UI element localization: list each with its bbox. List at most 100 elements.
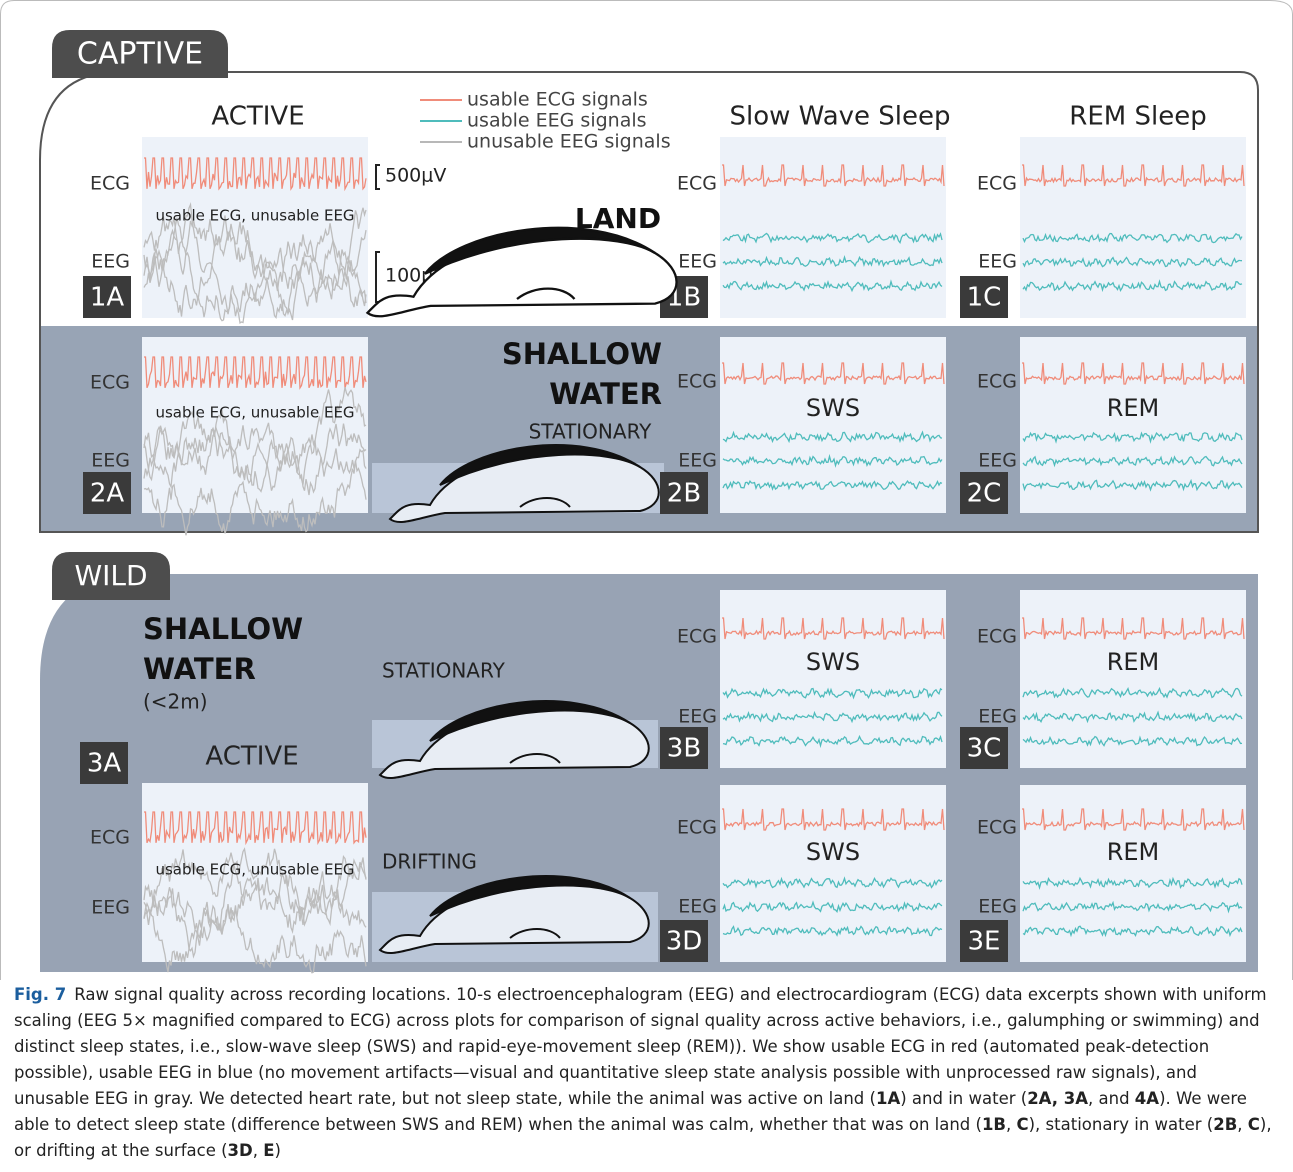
panel-id: 3D <box>666 927 703 957</box>
signal-trace <box>1022 431 1243 444</box>
channel-label: EEG <box>91 897 130 919</box>
seal-part <box>424 226 656 275</box>
signal-trace <box>1022 478 1243 492</box>
panel-note: usable ECG, unusable EEG <box>155 861 354 879</box>
tab <box>52 552 170 600</box>
signal-trace <box>722 479 943 491</box>
signal-trace <box>722 734 943 749</box>
caption-text: 1A <box>875 1089 901 1108</box>
channel-label: EEG <box>678 896 717 918</box>
signal-trace <box>722 362 945 385</box>
caption-text: 3D <box>227 1141 253 1160</box>
signal-trace <box>1022 164 1245 187</box>
figure: CAPTIVE WILD ACTIVE Slow Wave Sleep REM … <box>0 0 1293 980</box>
caption-text: ) and in water ( <box>900 1089 1028 1108</box>
signal-trace <box>144 157 367 192</box>
state-label: STATIONARY <box>529 420 653 444</box>
seal <box>378 700 650 779</box>
signal-trace <box>143 858 367 973</box>
caption-text: 1B <box>981 1115 1007 1134</box>
caption-text: , <box>1237 1115 1248 1134</box>
signal-trace <box>1022 808 1245 831</box>
seal-part <box>516 287 576 300</box>
signal-panel <box>720 337 946 513</box>
signal-trace <box>722 279 943 293</box>
legend-label: usable ECG signals <box>467 89 648 111</box>
signal-trace <box>1022 256 1243 268</box>
state-label: DRIFTING <box>382 850 477 874</box>
column-title: Slow Wave Sleep <box>729 102 950 132</box>
channel-label: EEG <box>978 251 1017 273</box>
signal-panel <box>1020 590 1246 768</box>
signal-trace <box>1022 617 1245 640</box>
seal-part <box>429 875 631 917</box>
signal-panel <box>142 137 368 318</box>
seal <box>388 444 660 523</box>
seal-part <box>519 497 571 508</box>
signal-trace <box>143 207 367 289</box>
signal-trace <box>1022 686 1243 699</box>
signal-panel <box>1020 137 1246 318</box>
channel-label: ECG <box>90 827 130 849</box>
caption-text: , <box>252 1141 264 1160</box>
signal-trace <box>722 453 943 468</box>
channel-label: EEG <box>678 450 717 472</box>
frame <box>0 0 1293 980</box>
panel-id: 1A <box>90 283 125 313</box>
caption-text: , <box>1006 1115 1017 1134</box>
signal-trace <box>143 888 367 974</box>
tab <box>52 30 228 78</box>
signal-trace <box>722 808 945 831</box>
panel-id: 3C <box>967 734 1002 764</box>
location-label: SHALLOW <box>143 612 303 646</box>
signal-panel <box>142 337 368 513</box>
signal-trace <box>722 254 943 268</box>
panel-id-box <box>83 472 131 514</box>
panel-id-box <box>960 920 1008 962</box>
signal-trace <box>1022 362 1245 385</box>
panel-id-box <box>660 727 708 769</box>
signal-trace <box>722 925 943 937</box>
panel-id: 1C <box>967 283 1002 313</box>
panel-id: 2C <box>967 479 1002 509</box>
caption-text: 4A <box>1134 1089 1160 1108</box>
caption-text: C <box>1016 1115 1029 1134</box>
channel-label: ECG <box>677 817 717 839</box>
caption-text: ), stationary in water ( <box>1028 1115 1214 1134</box>
seal-part <box>439 444 641 486</box>
channel-label: EEG <box>678 706 717 728</box>
channel-label: ECG <box>90 173 130 195</box>
signal-trace <box>722 687 943 700</box>
column-title: ACTIVE <box>211 102 304 132</box>
signal-trace <box>722 617 945 640</box>
legend-label: unusable EEG signals <box>467 131 671 153</box>
seal-part <box>509 753 561 764</box>
panel-note: SWS <box>806 838 860 866</box>
panel-id: 3E <box>968 927 1001 957</box>
caption-text: 2B <box>1213 1115 1238 1134</box>
panel-id-box <box>960 727 1008 769</box>
signal-trace <box>143 847 367 942</box>
panel-id: 3A <box>87 749 122 779</box>
caption-text: C <box>1247 1115 1260 1134</box>
signal-trace <box>143 248 367 324</box>
signal-trace <box>1022 710 1243 724</box>
channel-label: EEG <box>91 251 130 273</box>
signal-trace <box>143 410 367 496</box>
panel-note: SWS <box>806 394 860 422</box>
channel-label: EEG <box>978 450 1017 472</box>
signal-panel <box>1020 785 1246 962</box>
panel-id-box <box>83 276 131 318</box>
signal-trace <box>1022 900 1243 914</box>
signal-trace <box>722 900 943 913</box>
signal-trace <box>143 202 367 315</box>
signal-trace <box>722 876 943 889</box>
caption-text: Fig. 7 <box>14 985 67 1004</box>
seal <box>365 226 678 318</box>
channel-label: ECG <box>977 371 1017 393</box>
scale-label: 500μV <box>385 165 446 187</box>
signal-trace <box>144 811 367 846</box>
state-label: STATIONARY <box>382 659 506 683</box>
caption-text: ). We were able to detect sleep state (d… <box>14 1089 1247 1134</box>
